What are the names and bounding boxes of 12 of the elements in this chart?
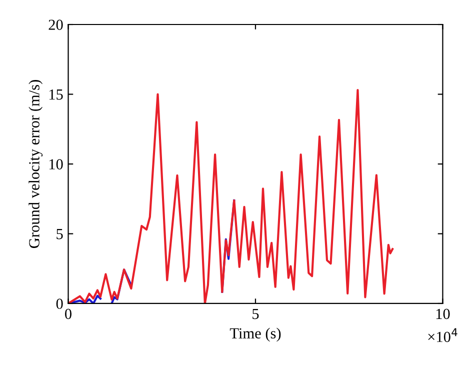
x-tick-label: 5 bbox=[252, 308, 259, 320]
y-tick-label: 15 bbox=[49, 89, 63, 100]
y-tick-label: 5 bbox=[56, 229, 63, 240]
y-axis-title: Ground velocity error (m/s) bbox=[28, 80, 43, 248]
x-tick-label: 0 bbox=[65, 308, 72, 320]
y-tick-label: 0 bbox=[56, 298, 63, 309]
y-tick-label: 10 bbox=[49, 159, 63, 170]
y-tick-label: 20 bbox=[48, 20, 63, 30]
x-tick-label: 10 bbox=[436, 308, 450, 320]
line-series bbox=[68, 89, 394, 304]
x-axis-title: Time (s) bbox=[230, 328, 281, 342]
text: ×10$^{4}$ bbox=[428, 328, 458, 342]
